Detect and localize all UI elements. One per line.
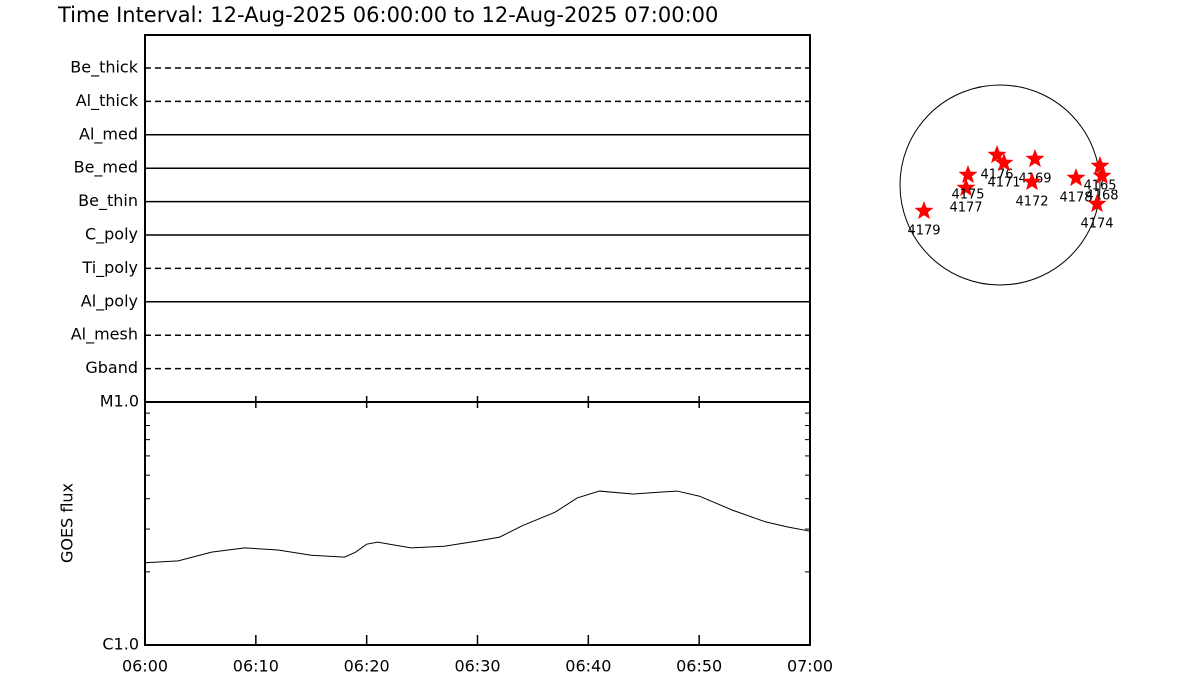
x-tick-label: 07:00 (787, 657, 833, 676)
region-star (914, 201, 934, 220)
region-star (1022, 172, 1042, 191)
filter-label: Gband (85, 358, 138, 377)
filter-label: Al_mesh (71, 325, 138, 345)
x-tick-label: 06:10 (233, 657, 279, 676)
region-label: 4171 (987, 176, 1020, 191)
region-star (1066, 168, 1086, 187)
region-star (1025, 149, 1045, 168)
filter-label: Ti_poly (81, 258, 138, 278)
filter-label: Al_thick (76, 91, 139, 111)
filter-label: Al_poly (81, 291, 138, 311)
region-label: 4172 (1015, 195, 1048, 210)
plot-frame (144, 34, 811, 646)
region-star (994, 153, 1014, 172)
region-star (1087, 194, 1107, 213)
region-star (956, 178, 976, 197)
filter-label: Be_thick (70, 58, 138, 78)
solar-disk (899, 84, 1101, 286)
filter-label: C_poly (85, 225, 138, 245)
region-star (958, 165, 978, 184)
x-tick-label: 06:50 (676, 657, 722, 676)
region-label: 4175 (951, 188, 984, 203)
y-axis-label: GOES flux (58, 483, 77, 563)
region-label: 4177 (949, 201, 982, 216)
region-label: 4168 (1085, 189, 1118, 204)
x-tick-label: 06:00 (122, 657, 168, 676)
filter-label: Be_med (74, 158, 138, 178)
region-label: 4165 (1083, 179, 1116, 194)
filter-label: Al_med (79, 124, 138, 144)
y-tick-label: M1.0 (100, 392, 139, 411)
region-label: 4176 (980, 168, 1013, 183)
region-star (1090, 156, 1110, 175)
region-label: 4174 (1080, 217, 1113, 232)
flux-line (144, 490, 811, 564)
region-label: 4178 (1059, 191, 1092, 206)
filter-label: Be_thin (78, 191, 138, 211)
region-star (1092, 166, 1112, 185)
x-tick-label: 06:30 (454, 657, 500, 676)
x-tick-label: 06:20 (344, 657, 390, 676)
region-label: 4179 (907, 224, 940, 239)
x-tick-label: 06:40 (565, 657, 611, 676)
region-star (987, 145, 1007, 164)
chart-title: Time Interval: 12-Aug-2025 06:00:00 to 1… (57, 3, 718, 27)
y-tick-label: C1.0 (102, 635, 139, 654)
